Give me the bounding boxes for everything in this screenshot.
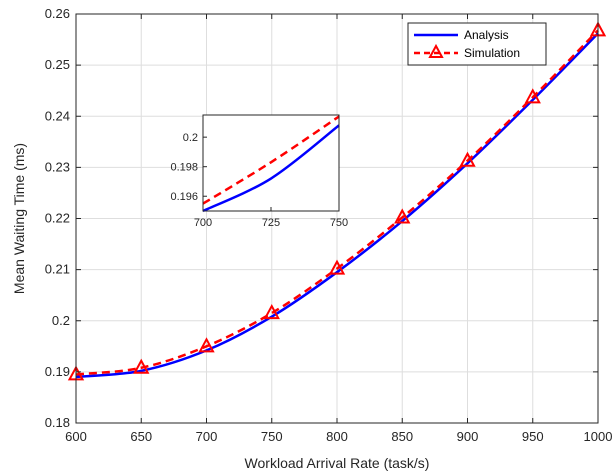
inset-zoom-plot: 700 725 750 0.196 0.198 0.2	[170, 114, 348, 229]
inset-x-tick-label: 725	[262, 217, 280, 229]
x-tick-label: 850	[391, 429, 413, 444]
inset-x-tick-label: 750	[330, 217, 348, 229]
y-tick-label: 0.25	[45, 57, 70, 72]
x-tick-label: 900	[457, 429, 479, 444]
y-axis-label: Mean Waiting Time (ms)	[11, 143, 27, 294]
x-tick-label: 750	[261, 429, 283, 444]
legend-simulation-label: Simulation	[464, 46, 520, 60]
y-tick-label: 0.22	[45, 211, 70, 226]
x-tick-label: 650	[130, 429, 152, 444]
series-simulation-marker	[459, 151, 476, 167]
series-analysis-line	[75, 32, 599, 379]
inset-y-tick-label: 0.196	[170, 191, 198, 203]
y-tick-label: 0.26	[45, 6, 70, 21]
series-simulation-marker	[394, 208, 411, 224]
y-tick-label: 0.24	[45, 108, 70, 123]
ticks: 600 650 700 750 800 850 900 950 1000 0.18 0.19 0.2 0…	[45, 6, 613, 444]
inset-y-tick-label: 0.198	[170, 162, 198, 174]
series-simulation-marker	[263, 303, 280, 320]
inset-series-analysis-line	[202, 124, 340, 213]
legend-simulation-marker	[428, 43, 444, 58]
series-simulation-line	[75, 29, 599, 376]
inset-y-tick-label: 0.2	[183, 132, 198, 144]
series-simulation-marker	[328, 259, 346, 275]
x-tick-label: 600	[65, 429, 87, 444]
x-axis-label: Workload Arrival Rate (task/s)	[245, 455, 430, 471]
series-layer	[67, 21, 607, 381]
legend-analysis-label: Analysis	[464, 28, 509, 42]
y-tick-label: 0.21	[45, 262, 70, 277]
series-simulation-marker	[198, 337, 215, 353]
legend: Analysis Simulation	[407, 22, 547, 66]
series-simulation-marker	[133, 358, 150, 374]
inset-x-tick-label: 700	[194, 217, 212, 229]
x-tick-label: 800	[326, 429, 348, 444]
x-tick-label: 1000	[584, 429, 613, 444]
y-tick-label: 0.2	[52, 313, 70, 328]
y-tick-label: 0.19	[45, 364, 70, 379]
y-tick-label: 0.18	[45, 415, 70, 430]
series-simulation-marker	[524, 88, 541, 104]
x-tick-label: 950	[522, 429, 544, 444]
inset-series-simulation-line	[202, 115, 340, 205]
x-tick-label: 700	[196, 429, 218, 444]
y-tick-label: 0.23	[45, 159, 70, 174]
